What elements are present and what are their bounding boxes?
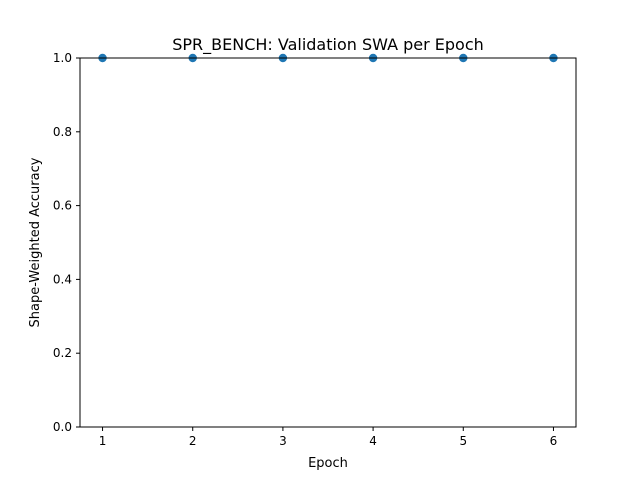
plot-area: 1 2 3 4 5 6 0.0 0.2 0.4 0.6 0.8 1.0 [53,51,558,448]
y-tick-label: 0.2 [53,346,72,360]
x-axis-label: Epoch [308,456,348,471]
y-axis-label: Shape-Weighted Accuracy [28,157,43,327]
axes-frame [79,57,577,428]
y-tick-label: 0.8 [53,125,72,139]
y-tick-label: 0.0 [53,420,72,434]
x-tick-label: 1 [99,434,107,448]
x-tick-label: 6 [550,434,558,448]
x-tick-label: 5 [459,434,467,448]
chart-title: SPR_BENCH: Validation SWA per Epoch [172,35,484,55]
x-tick-label: 4 [369,434,377,448]
x-tick-label: 2 [189,434,197,448]
y-tick-label: 0.6 [53,199,72,213]
x-tick-label: 3 [279,434,287,448]
y-tick-label: 0.4 [53,272,72,286]
y-tick-label: 1.0 [53,51,72,65]
